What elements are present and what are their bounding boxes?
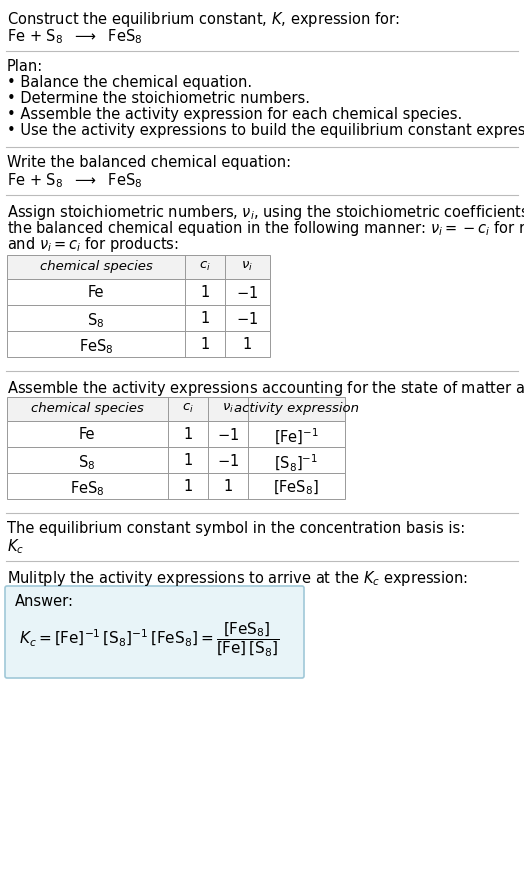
Text: Write the balanced chemical equation:: Write the balanced chemical equation: (7, 155, 291, 170)
Text: $K_c$: $K_c$ (7, 537, 24, 556)
Text: • Assemble the activity expression for each chemical species.: • Assemble the activity expression for e… (7, 107, 462, 122)
Text: FeS$_8$: FeS$_8$ (70, 479, 104, 498)
Text: chemical species: chemical species (40, 260, 152, 273)
Text: Assign stoichiometric numbers, $\nu_i$, using the stoichiometric coefficients, $: Assign stoichiometric numbers, $\nu_i$, … (7, 203, 524, 222)
Text: 1: 1 (243, 337, 252, 352)
Text: $-1$: $-1$ (236, 311, 258, 327)
Text: the balanced chemical equation in the following manner: $\nu_i = -c_i$ for react: the balanced chemical equation in the fo… (7, 219, 524, 238)
Text: S$_8$: S$_8$ (88, 311, 105, 330)
Text: Fe: Fe (88, 285, 104, 300)
Bar (7, 255, 270, 279)
Text: $\nu_i$: $\nu_i$ (222, 402, 234, 415)
Text: Plan:: Plan: (7, 59, 43, 74)
Text: $c_i$: $c_i$ (182, 402, 194, 415)
Text: The equilibrium constant symbol in the concentration basis is:: The equilibrium constant symbol in the c… (7, 521, 465, 536)
Text: 1: 1 (183, 427, 193, 442)
Bar (7, 421, 345, 447)
FancyBboxPatch shape (5, 586, 304, 678)
Text: [FeS$_8$]: [FeS$_8$] (273, 479, 319, 498)
Text: • Balance the chemical equation.: • Balance the chemical equation. (7, 75, 252, 90)
Text: FeS$_8$: FeS$_8$ (79, 337, 113, 356)
Text: $-1$: $-1$ (236, 285, 258, 301)
Text: and $\nu_i = c_i$ for products:: and $\nu_i = c_i$ for products: (7, 235, 179, 254)
Bar (7, 279, 270, 305)
Text: $K_c = \mathrm{[Fe]}^{-1}\,\mathrm{[S_8]}^{-1}\,\mathrm{[FeS_8]} = \dfrac{\mathr: $K_c = \mathrm{[Fe]}^{-1}\,\mathrm{[S_8]… (19, 621, 280, 659)
Text: Construct the equilibrium constant, $K$, expression for:: Construct the equilibrium constant, $K$,… (7, 10, 400, 29)
Bar (7, 473, 345, 499)
Bar (7, 447, 345, 473)
Text: 1: 1 (183, 479, 193, 494)
Text: 1: 1 (200, 311, 210, 326)
Text: [S$_8$]$^{-1}$: [S$_8$]$^{-1}$ (274, 453, 318, 474)
Bar (7, 397, 345, 421)
Text: 1: 1 (200, 285, 210, 300)
Bar (7, 331, 270, 357)
Text: Fe: Fe (79, 427, 95, 442)
Text: 1: 1 (223, 479, 233, 494)
Text: S$_8$: S$_8$ (79, 453, 96, 472)
Text: 1: 1 (183, 453, 193, 468)
Text: • Determine the stoichiometric numbers.: • Determine the stoichiometric numbers. (7, 91, 310, 106)
Text: $\nu_i$: $\nu_i$ (241, 260, 253, 273)
Text: $c_i$: $c_i$ (199, 260, 211, 273)
Text: $-1$: $-1$ (217, 453, 239, 469)
Text: chemical species: chemical species (30, 402, 144, 415)
Text: Assemble the activity expressions accounting for the state of matter and $\nu_i$: Assemble the activity expressions accoun… (7, 379, 524, 398)
Bar (7, 305, 270, 331)
Text: activity expression: activity expression (234, 402, 358, 415)
Text: Fe + S$_8$  $\longrightarrow$  FeS$_8$: Fe + S$_8$ $\longrightarrow$ FeS$_8$ (7, 171, 143, 189)
Text: • Use the activity expressions to build the equilibrium constant expression.: • Use the activity expressions to build … (7, 123, 524, 138)
Text: $-1$: $-1$ (217, 427, 239, 443)
Text: Mulitply the activity expressions to arrive at the $K_c$ expression:: Mulitply the activity expressions to arr… (7, 569, 468, 588)
Text: 1: 1 (200, 337, 210, 352)
Text: Answer:: Answer: (15, 594, 74, 609)
Text: Fe + S$_8$  $\longrightarrow$  FeS$_8$: Fe + S$_8$ $\longrightarrow$ FeS$_8$ (7, 27, 143, 45)
Text: [Fe]$^{-1}$: [Fe]$^{-1}$ (274, 427, 319, 447)
